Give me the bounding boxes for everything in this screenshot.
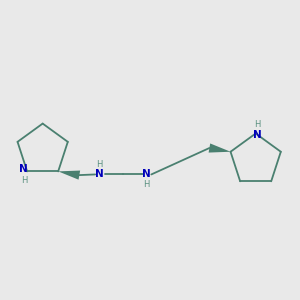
Polygon shape — [208, 143, 231, 153]
Text: H: H — [143, 180, 150, 189]
Text: H: H — [21, 176, 27, 185]
Text: H: H — [254, 120, 261, 129]
Text: N: N — [95, 169, 103, 179]
Text: N: N — [20, 164, 28, 174]
Polygon shape — [58, 170, 80, 180]
Text: N: N — [142, 169, 151, 179]
Text: H: H — [96, 160, 102, 169]
Text: N: N — [253, 130, 262, 140]
